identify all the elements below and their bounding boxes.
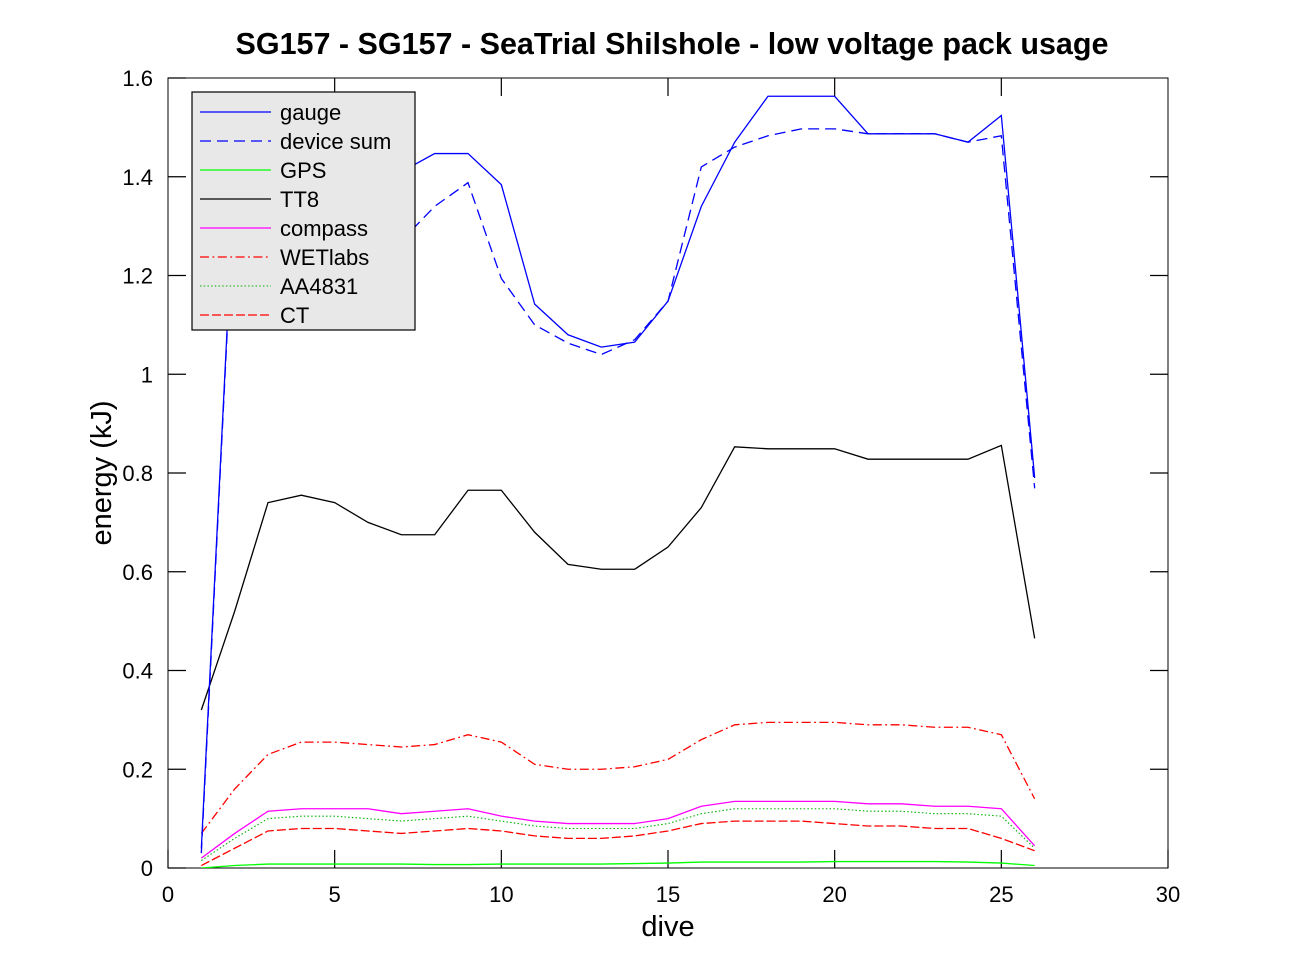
svg-text:0.4: 0.4: [122, 659, 153, 684]
svg-text:GPS: GPS: [280, 158, 326, 183]
svg-text:1.2: 1.2: [122, 264, 153, 289]
svg-text:0: 0: [162, 882, 174, 907]
svg-text:0.6: 0.6: [122, 560, 153, 585]
svg-text:TT8: TT8: [280, 187, 319, 212]
svg-text:device sum: device sum: [280, 129, 391, 154]
svg-text:0.2: 0.2: [122, 757, 153, 782]
svg-text:5: 5: [329, 882, 341, 907]
svg-text:dive: dive: [641, 911, 694, 943]
svg-text:25: 25: [989, 882, 1013, 907]
svg-text:1.6: 1.6: [122, 66, 153, 91]
svg-text:1.4: 1.4: [122, 165, 153, 190]
svg-text:0.8: 0.8: [122, 461, 153, 486]
svg-text:CT: CT: [280, 303, 309, 328]
svg-text:gauge: gauge: [280, 100, 341, 125]
svg-text:AA4831: AA4831: [280, 274, 358, 299]
svg-text:0: 0: [141, 856, 153, 881]
svg-text:energy (kJ): energy (kJ): [86, 400, 118, 545]
svg-text:30: 30: [1156, 882, 1180, 907]
svg-text:20: 20: [822, 882, 846, 907]
svg-text:WETlabs: WETlabs: [280, 245, 369, 270]
svg-text:SG157 - SG157 - SeaTrial Shils: SG157 - SG157 - SeaTrial Shilshole - low…: [236, 27, 1109, 61]
svg-text:10: 10: [489, 882, 513, 907]
svg-text:15: 15: [656, 882, 680, 907]
svg-text:1: 1: [141, 362, 153, 387]
svg-text:compass: compass: [280, 216, 368, 241]
